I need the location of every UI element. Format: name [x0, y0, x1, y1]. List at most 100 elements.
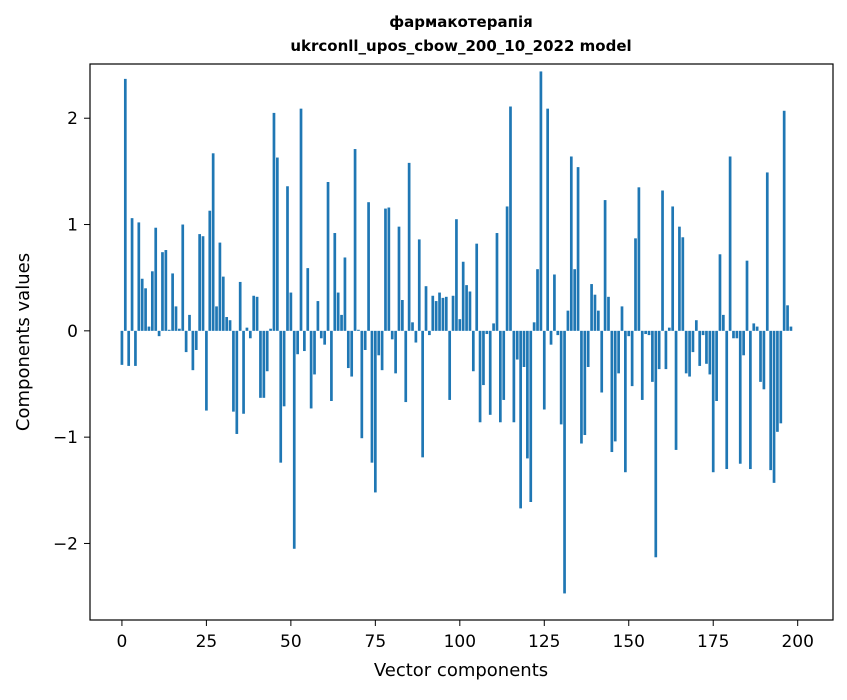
bar-component-187 [752, 323, 756, 331]
bar-component-151 [630, 330, 634, 387]
bar-component-3 [130, 218, 134, 331]
bar-component-120 [526, 330, 529, 459]
bar-component-177 [718, 254, 722, 331]
bar-component-44 [269, 328, 272, 331]
bar-component-108 [485, 330, 489, 335]
bar-component-100 [458, 319, 462, 331]
bar-component-82 [397, 226, 401, 331]
bar-component-194 [776, 330, 779, 432]
x-axis-label: Vector components [374, 660, 548, 681]
bar-component-162 [667, 327, 671, 331]
bar-component-70 [357, 329, 360, 331]
chart-subtitle: ukrconll_upos_cbow_200_10_2022 model [290, 37, 631, 55]
bar-component-192 [769, 330, 773, 471]
bar-component-31 [225, 317, 229, 331]
bar-component-150 [627, 330, 631, 337]
bar-component-106 [478, 330, 482, 423]
bar-component-67 [346, 330, 350, 369]
bar-component-103 [468, 291, 472, 331]
bar-component-196 [782, 110, 786, 331]
bar-component-58 [316, 301, 320, 331]
bar-component-113 [502, 330, 506, 400]
bar-component-89 [421, 330, 424, 458]
bar-component-83 [401, 300, 404, 331]
bar-component-122 [532, 322, 536, 331]
bar-component-158 [654, 330, 658, 558]
bar-component-181 [732, 330, 735, 339]
bar-component-104 [471, 330, 475, 372]
bar-component-135 [576, 167, 580, 331]
bar-component-125 [542, 330, 546, 410]
x-tick-label: 150 [613, 632, 645, 652]
bar-component-197 [786, 305, 789, 331]
bar-component-78 [384, 208, 387, 331]
bar-component-88 [417, 239, 421, 331]
bar-component-5 [137, 222, 141, 331]
bar-component-17 [178, 328, 181, 331]
bar-component-147 [617, 330, 620, 374]
bar-component-190 [762, 330, 766, 390]
bar-component-48 [282, 330, 286, 407]
bar-component-65 [340, 314, 343, 331]
bar-component-55 [306, 268, 310, 331]
bar-component-59 [319, 330, 323, 339]
x-axis-ticks: 0 25 50 75 100 125 150 175 200 [117, 620, 814, 652]
bar-component-69 [353, 149, 357, 331]
bar-component-63 [333, 233, 337, 331]
bar-component-77 [380, 330, 384, 371]
bar-component-141 [596, 310, 600, 331]
bar-component-9 [150, 271, 154, 331]
bar-component-43 [265, 330, 269, 372]
bar-component-175 [711, 330, 715, 473]
bar-component-60 [323, 330, 327, 345]
bar-component-159 [657, 330, 661, 370]
bar-component-0 [120, 330, 124, 365]
bar-component-23 [198, 234, 201, 331]
bar-component-85 [407, 162, 411, 331]
bar-component-171 [698, 330, 702, 366]
bar-component-168 [688, 330, 691, 377]
bar-component-95 [441, 297, 445, 331]
bar-component-25 [205, 330, 208, 411]
y-axis-ticks: −2 −1 0 1 2 [53, 109, 90, 554]
bar-component-39 [252, 295, 256, 331]
bar-component-161 [664, 330, 668, 370]
x-tick-label: 175 [697, 632, 729, 652]
bar-component-129 [556, 330, 560, 336]
bar-component-191 [765, 172, 769, 331]
bar-component-143 [603, 200, 607, 331]
y-tick-label: −2 [53, 534, 78, 554]
bar-component-45 [272, 112, 276, 331]
bar-component-121 [529, 330, 533, 502]
bar-component-112 [499, 330, 502, 423]
bar-component-53 [299, 108, 303, 331]
bar-component-42 [262, 330, 266, 398]
bar-component-157 [651, 330, 654, 382]
bar-component-139 [590, 284, 593, 331]
bar-component-188 [755, 326, 759, 331]
bar-component-128 [553, 274, 556, 331]
x-tick-label: 125 [528, 632, 560, 652]
bar-component-111 [495, 233, 499, 331]
bar-component-189 [759, 330, 762, 382]
bar-component-62 [330, 330, 333, 401]
bar-component-186 [749, 330, 752, 470]
bar-component-152 [634, 238, 637, 331]
bar-component-26 [208, 210, 212, 331]
bar-component-176 [715, 330, 718, 401]
bar-component-130 [559, 330, 563, 425]
bar-component-182 [735, 330, 739, 339]
plot-area-frame [89, 63, 834, 621]
bar-component-198 [789, 326, 793, 331]
bar-component-75 [373, 330, 377, 493]
bar-component-107 [482, 330, 485, 386]
bar-component-173 [705, 330, 708, 364]
x-tick-label: 50 [280, 632, 302, 652]
bar-component-146 [613, 330, 617, 442]
bar-component-160 [661, 190, 664, 331]
bar-component-97 [448, 330, 452, 400]
bar-component-80 [390, 330, 394, 340]
bar-component-178 [722, 314, 725, 331]
bar-component-90 [424, 286, 428, 331]
